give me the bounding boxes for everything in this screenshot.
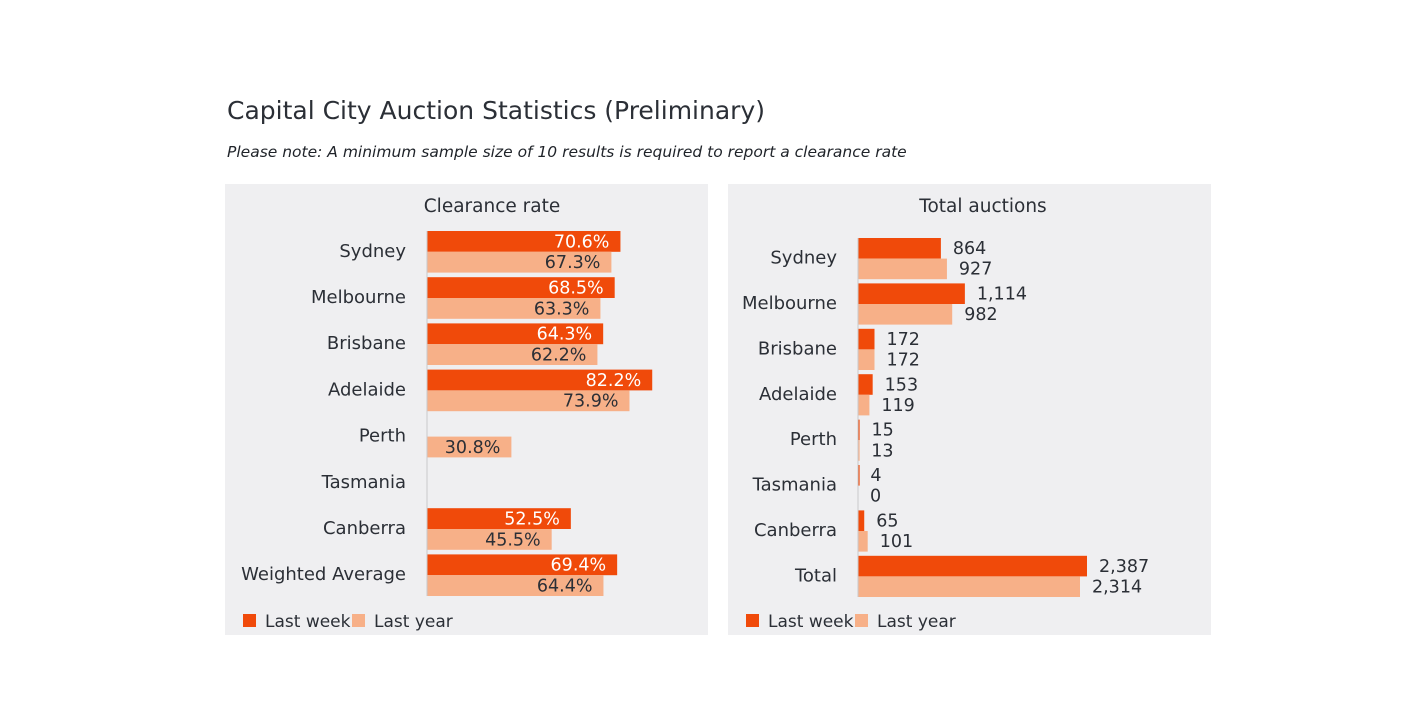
data-label: 927 <box>959 260 992 280</box>
last-week-bar <box>858 328 875 350</box>
category-label: Tasmania <box>752 475 837 496</box>
page-title: Capital City Auction Statistics (Prelimi… <box>227 96 765 125</box>
category-label: Canberra <box>754 520 837 541</box>
last-year-bar <box>858 440 860 461</box>
data-label: 82.2% <box>586 371 642 391</box>
chart-title: Total auctions <box>918 196 1046 217</box>
last-year-bar <box>427 575 604 596</box>
last-year-bar <box>858 394 870 416</box>
category-label: Sydney <box>770 248 837 269</box>
clearance-rate-chart: Clearance rate Sydney 70.6%67.3% Melbourne 6… <box>241 196 653 632</box>
data-label: 73.9% <box>563 392 619 412</box>
last-week-bar <box>858 555 1087 577</box>
legend-label-last-year: Last year <box>877 612 956 632</box>
category-label: Total <box>794 565 837 586</box>
data-label: 30.8% <box>445 438 501 458</box>
legend-swatch-last-week <box>746 614 759 627</box>
last-year-bar <box>427 344 598 365</box>
sample-size-note: Please note: A minimum sample size of 10… <box>227 143 907 161</box>
last-week-bar <box>858 238 941 259</box>
last-week-bar <box>427 231 621 252</box>
data-label: 1,114 <box>977 285 1027 305</box>
last-week-bar <box>427 508 571 529</box>
data-label: 0 <box>870 487 881 507</box>
data-label: 45.5% <box>485 530 541 550</box>
category-label: Adelaide <box>328 379 406 400</box>
category-label: Weighted Average <box>241 564 406 585</box>
category-label: Brisbane <box>758 338 837 359</box>
last-year-bar <box>858 304 953 325</box>
category-label: Perth <box>359 426 406 447</box>
data-label: 69.4% <box>551 556 607 576</box>
last-week-bar <box>427 323 604 345</box>
data-label: 65 <box>876 512 898 532</box>
data-label: 153 <box>885 375 918 395</box>
legend-swatch-last-year <box>855 614 868 627</box>
data-label: 15 <box>871 421 893 441</box>
data-label: 64.4% <box>537 577 593 597</box>
last-week-bar <box>858 419 860 441</box>
category-label: Brisbane <box>327 333 406 354</box>
last-year-bar <box>858 531 868 552</box>
category-label: Tasmania <box>321 472 406 493</box>
data-label: 172 <box>887 330 920 350</box>
total-auctions-panel: Total auctions Sydney 864 927 Melbourne 1,114… <box>728 184 1211 635</box>
data-label: 172 <box>887 351 920 371</box>
data-label: 52.5% <box>504 510 560 530</box>
legend-label-last-week: Last week <box>265 612 351 632</box>
chart-title: Clearance rate <box>424 196 560 217</box>
data-label: 63.3% <box>534 299 590 319</box>
data-label: 62.2% <box>531 346 587 366</box>
data-label: 4 <box>870 466 881 486</box>
last-week-bar <box>427 554 618 576</box>
last-week-bar <box>858 283 965 304</box>
legend-label-last-year: Last year <box>374 612 453 632</box>
last-year-bar <box>427 298 601 319</box>
data-label: 68.5% <box>548 279 604 299</box>
last-week-bar <box>858 510 865 531</box>
last-year-bar <box>427 390 630 412</box>
data-label: 2,387 <box>1099 557 1149 577</box>
category-label: Melbourne <box>311 287 406 308</box>
data-label: 13 <box>871 441 893 461</box>
category-label: Adelaide <box>759 384 837 405</box>
data-label: 982 <box>964 305 997 325</box>
data-label: 864 <box>953 239 986 259</box>
category-label: Melbourne <box>742 293 837 314</box>
last-week-bar <box>427 277 615 298</box>
last-year-bar <box>858 258 947 280</box>
last-year-bar <box>858 576 1080 597</box>
category-label: Canberra <box>323 518 406 539</box>
clearance-rate-panel: Clearance rate Sydney 70.6% 67.3% Melbourne 6… <box>225 184 708 635</box>
data-label: 67.3% <box>545 253 601 273</box>
last-year-bar <box>427 251 612 273</box>
data-label: 2,314 <box>1092 578 1142 598</box>
data-label: 64.3% <box>537 325 593 345</box>
last-week-bar <box>858 465 860 486</box>
last-week-bar <box>858 374 873 395</box>
last-week-bar <box>427 369 653 391</box>
category-label: Perth <box>790 429 837 450</box>
legend-label-last-week: Last week <box>768 612 854 632</box>
last-year-bar <box>858 349 875 370</box>
legend-swatch-last-year <box>352 614 365 627</box>
category-label: Sydney <box>339 241 406 262</box>
legend-swatch-last-week <box>243 614 256 627</box>
last-year-bar <box>427 529 552 550</box>
data-label: 119 <box>881 396 914 416</box>
data-label: 101 <box>880 532 913 552</box>
last-year-bar <box>427 436 512 458</box>
data-label: 70.6% <box>554 232 610 252</box>
